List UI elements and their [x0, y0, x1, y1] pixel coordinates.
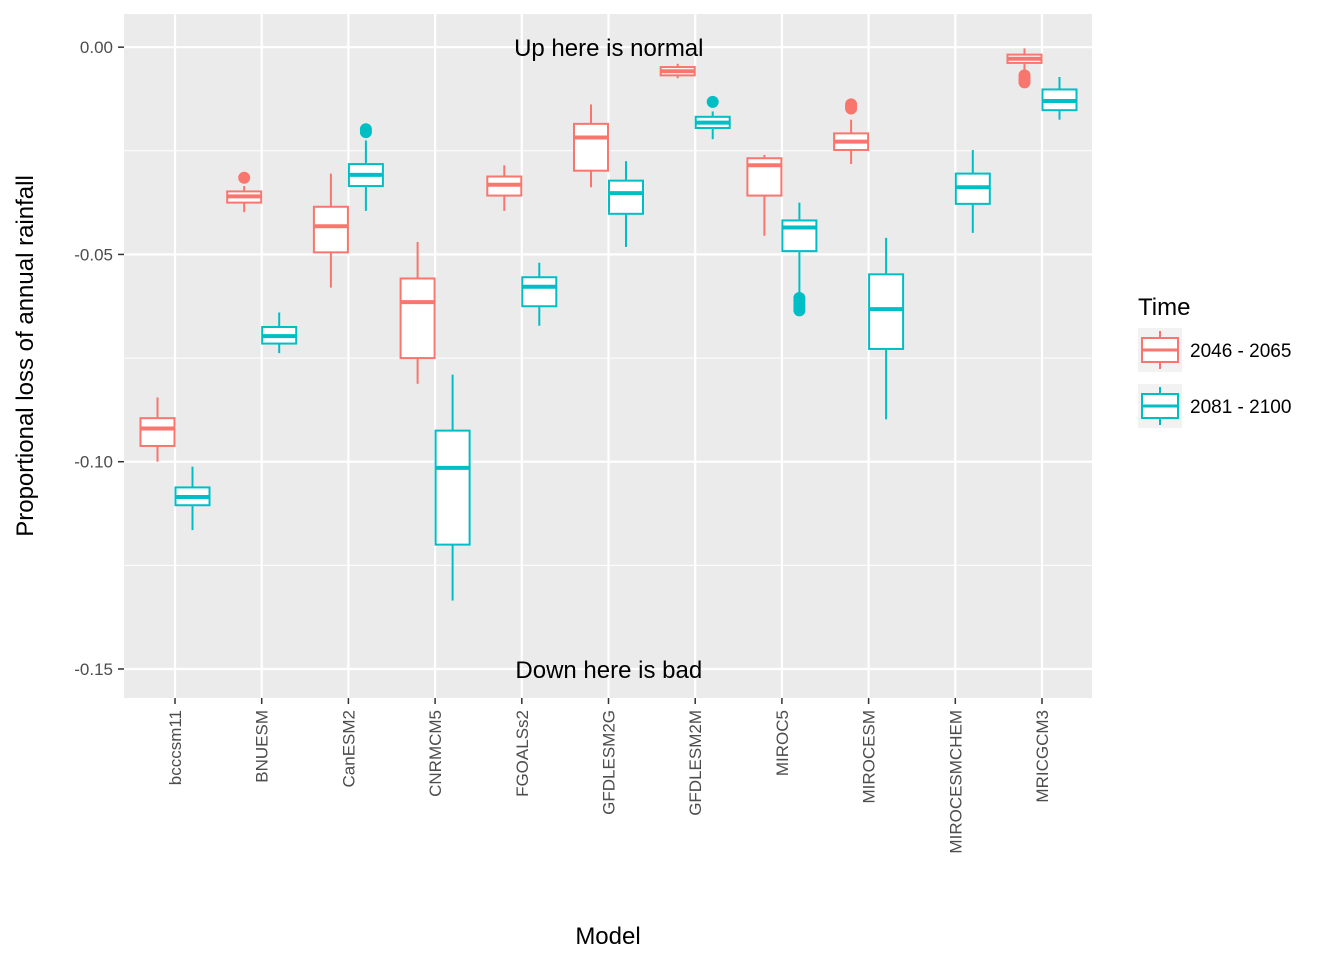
box-iqr: [139, 417, 176, 447]
x-tick-label: FGOALSs2: [513, 710, 532, 797]
x-tick-label: MRICGCM3: [1033, 710, 1052, 803]
box-MIROCESM-1: [868, 237, 905, 420]
y-tick-label: 0.00: [80, 38, 113, 57]
legend-label: 2081 - 2100: [1190, 397, 1291, 418]
box-GFDLESM2M-0: [659, 63, 696, 79]
outlier-point: [1018, 76, 1031, 89]
box-bcccsm11-1: [174, 466, 211, 531]
legend-key-0: 2046 - 2065: [1138, 328, 1291, 372]
outlier-point: [793, 304, 806, 317]
legend-title: Time: [1138, 294, 1190, 321]
annotation-text: Down here is bad: [515, 657, 702, 684]
box-CNRMCM5-0: [399, 242, 436, 384]
x-tick-label: bcccsm11: [166, 710, 185, 785]
box-bcccsm11-0: [139, 397, 176, 462]
x-tick-label: MIROCESMCHEM: [946, 710, 965, 854]
annotation-text: Up here is normal: [514, 35, 703, 62]
box-iqr: [573, 122, 609, 172]
box-CanESM2-1: [347, 123, 384, 211]
x-tick-label: CanESM2: [339, 710, 358, 787]
box-GFDLESM2G-1: [608, 161, 644, 247]
outlier-point: [706, 95, 719, 108]
y-tick-label: -0.10: [74, 453, 113, 472]
box-MRICGCM3-0: [1006, 48, 1043, 89]
box-iqr: [608, 179, 644, 215]
y-tick-label: -0.15: [74, 660, 113, 679]
box-CanESM2-0: [312, 173, 349, 288]
box-iqr: [434, 429, 471, 546]
box-MIROC5-1: [781, 202, 818, 317]
box-iqr: [781, 219, 818, 253]
annotations: Up here is normal Down here is bad: [514, 35, 703, 684]
box-GFDLESM2G-0: [573, 104, 609, 188]
box-iqr: [399, 277, 436, 360]
outlier-point: [238, 171, 251, 184]
box-iqr: [521, 276, 558, 308]
box-BNUESM-0: [226, 171, 263, 213]
x-axis: bcccsm11 BNUESM CanESM2 CNRMCM5 FGOALSs2 GFDL…: [166, 698, 1052, 854]
x-tick-label: MIROCESM: [860, 710, 879, 804]
outlier-point: [845, 98, 858, 111]
box-CNRMCM5-1: [434, 374, 471, 601]
x-tick-label: CNRMCM5: [426, 710, 445, 797]
legend-label: 2046 - 2065: [1190, 341, 1291, 362]
legend-keys: 2046 - 2065 2081 - 2100: [1138, 328, 1291, 428]
x-tick-label: GFDLESM2M: [686, 710, 705, 816]
y-axis: 0.00 -0.05 -0.10 -0.15: [74, 38, 124, 679]
x-tick-label: GFDLESM2G: [600, 710, 619, 815]
x-tick-label: MIROC5: [773, 710, 792, 776]
box-FGOALSs2-1: [521, 262, 558, 326]
x-tick-label: BNUESM: [253, 710, 272, 783]
legend-key-1: 2081 - 2100: [1138, 384, 1291, 428]
y-tick-label: -0.05: [74, 245, 113, 264]
box-MIROC5-0: [746, 154, 783, 236]
box-FGOALSs2-0: [486, 165, 523, 211]
box-GFDLESM2M-1: [694, 95, 731, 140]
outlier-point: [359, 126, 372, 139]
y-axis-title: Proportional loss of annual rainfall: [12, 175, 39, 537]
box-iqr: [868, 273, 905, 350]
box-MIROCESM-0: [833, 98, 870, 165]
box-BNUESM-1: [261, 312, 298, 354]
box-MRICGCM3-1: [1041, 77, 1078, 120]
box-MIROCESMCHEM-1: [954, 149, 991, 233]
box-iqr: [312, 205, 349, 254]
boxes: [139, 48, 1078, 601]
x-axis-title: Model: [575, 923, 640, 950]
legend: Time 2046 - 2065 2081 - 2100: [1138, 294, 1291, 428]
